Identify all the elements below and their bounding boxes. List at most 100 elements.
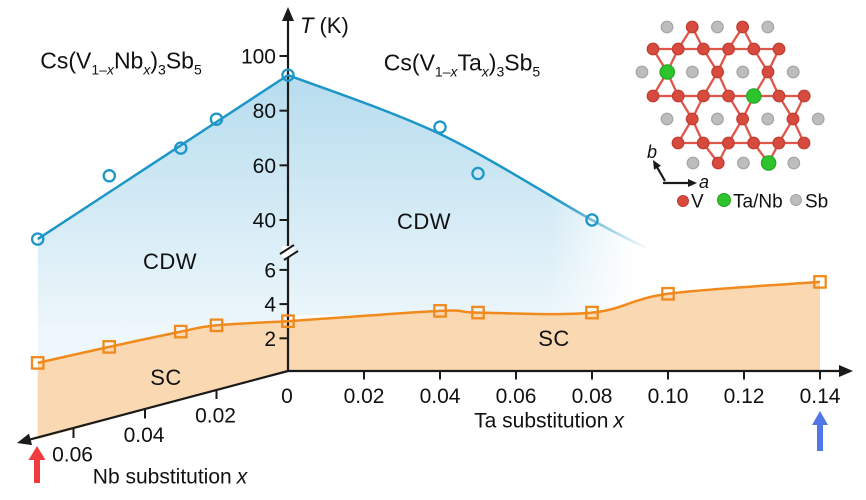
v-atom — [646, 42, 660, 56]
formula-right-title: Cs(V1–xTax)3Sb5 — [383, 49, 541, 80]
sb-atom — [761, 20, 775, 34]
nb-axis-title: Nb substitution x — [92, 465, 248, 489]
sb-atom — [787, 156, 801, 170]
cdw-line-ta — [287, 73, 656, 254]
tick-labels: 100 80 60 40 6 4 2 0 0.02 0.04 0.06 0.08 0.10 0.12 0.1… — [52, 46, 841, 467]
sc-data-point — [433, 304, 447, 318]
sb-atom — [786, 65, 800, 79]
ta-axis-title: Ta substitution x — [474, 409, 624, 433]
v-atom — [722, 136, 735, 150]
sc-line-ta — [287, 280, 821, 323]
sc-data-point — [813, 275, 827, 289]
cdw-data-point — [30, 232, 45, 246]
cdw-data-point — [174, 141, 188, 155]
tick-label: 0.04 — [124, 424, 165, 447]
cdw-data-point — [471, 166, 485, 181]
sb-atom — [761, 112, 775, 126]
v-atom — [646, 89, 660, 103]
v-atom — [671, 89, 685, 103]
kagome-inset — [635, 20, 825, 171]
v-atom — [761, 65, 775, 79]
v-atom — [671, 42, 685, 56]
dopant-atom — [745, 88, 762, 104]
v-atom — [747, 42, 761, 56]
sc-fill-nb — [37, 321, 289, 440]
tick-label: 100 — [241, 46, 276, 69]
sb-atom — [737, 156, 750, 170]
v-atom — [797, 89, 811, 103]
x-axis-arrowhead — [839, 365, 853, 377]
sc-data-point — [281, 314, 295, 329]
tick-label: 0.06 — [52, 444, 93, 467]
tick-label: 80 — [253, 100, 276, 123]
tick-label: 0 — [281, 385, 293, 408]
sc-data-point — [471, 305, 485, 320]
v-atom — [772, 89, 786, 103]
sc-data-point — [30, 356, 45, 370]
v-atom — [772, 136, 786, 150]
tick-label: 0.10 — [648, 385, 689, 408]
v-atom — [711, 65, 724, 79]
cdw-data-point — [281, 68, 295, 82]
sb-atom — [635, 65, 649, 79]
tick-marks — [72, 55, 821, 438]
sb-atom — [736, 65, 750, 79]
sc-region-label-right: SC — [538, 326, 570, 351]
sb-atom — [660, 20, 674, 34]
sc-data-point — [173, 324, 188, 339]
v-atom — [747, 136, 760, 150]
sc-line-nb — [37, 319, 289, 365]
tick-label: 60 — [253, 155, 276, 178]
tick-label: 6 — [264, 259, 276, 282]
sb-atom — [660, 112, 674, 126]
tick-label: 40 — [253, 210, 276, 233]
tick-label: 4 — [264, 294, 276, 317]
v-atom — [711, 156, 725, 170]
y-axis-arrowhead — [282, 7, 294, 21]
tick-label: 2 — [264, 328, 276, 351]
v-atom — [736, 20, 749, 34]
blue-arrow — [812, 411, 828, 451]
tick-label: 0.08 — [572, 385, 613, 408]
t-axis-title: T (K) — [300, 13, 349, 38]
sb-atom — [711, 112, 724, 126]
sc-data-point — [661, 286, 675, 301]
sc-region-label-left: SC — [150, 365, 182, 390]
cdw-line-nb — [37, 74, 289, 241]
v-atom — [722, 42, 735, 56]
sc-data-point — [102, 340, 117, 354]
v-atom — [736, 112, 749, 126]
inset-axes — [656, 166, 690, 185]
sc-data-point — [209, 318, 224, 333]
dopant-atom-legend-swatch — [717, 193, 731, 207]
v-atom — [696, 136, 710, 150]
sb-atom-legend-swatch — [790, 194, 802, 206]
cdw-data-point — [433, 120, 447, 134]
tick-label: 0.06 — [496, 385, 537, 408]
sb-atom — [711, 20, 724, 34]
cdw-fade-overlay — [548, 58, 660, 316]
v-atom — [697, 42, 710, 56]
v-atom — [685, 20, 699, 34]
red-arrow — [28, 446, 46, 483]
data-markers — [30, 68, 827, 370]
v-atom — [671, 136, 685, 150]
sb-atom — [686, 65, 699, 79]
v-atom — [697, 89, 710, 103]
axis-break-gap — [282, 246, 294, 257]
sc-fill-ta — [288, 281, 820, 371]
v-atom-legend-swatch — [677, 195, 689, 207]
tick-label: 0.04 — [420, 385, 461, 408]
formula-left-title: Cs(V1–xNbx)3Sb5 — [40, 47, 202, 78]
sb-atom — [811, 112, 825, 126]
a-axis-arrowhead — [688, 179, 697, 187]
dopant-atom-legend-label: Ta/Nb — [733, 191, 783, 213]
dopant-atom — [760, 155, 777, 171]
axis-break-icon — [279, 244, 299, 261]
tick-label: 0.02 — [344, 385, 385, 408]
tick-label: 0.14 — [800, 385, 841, 408]
dopant-atom — [659, 64, 675, 80]
a-axis-label: a — [698, 172, 710, 192]
